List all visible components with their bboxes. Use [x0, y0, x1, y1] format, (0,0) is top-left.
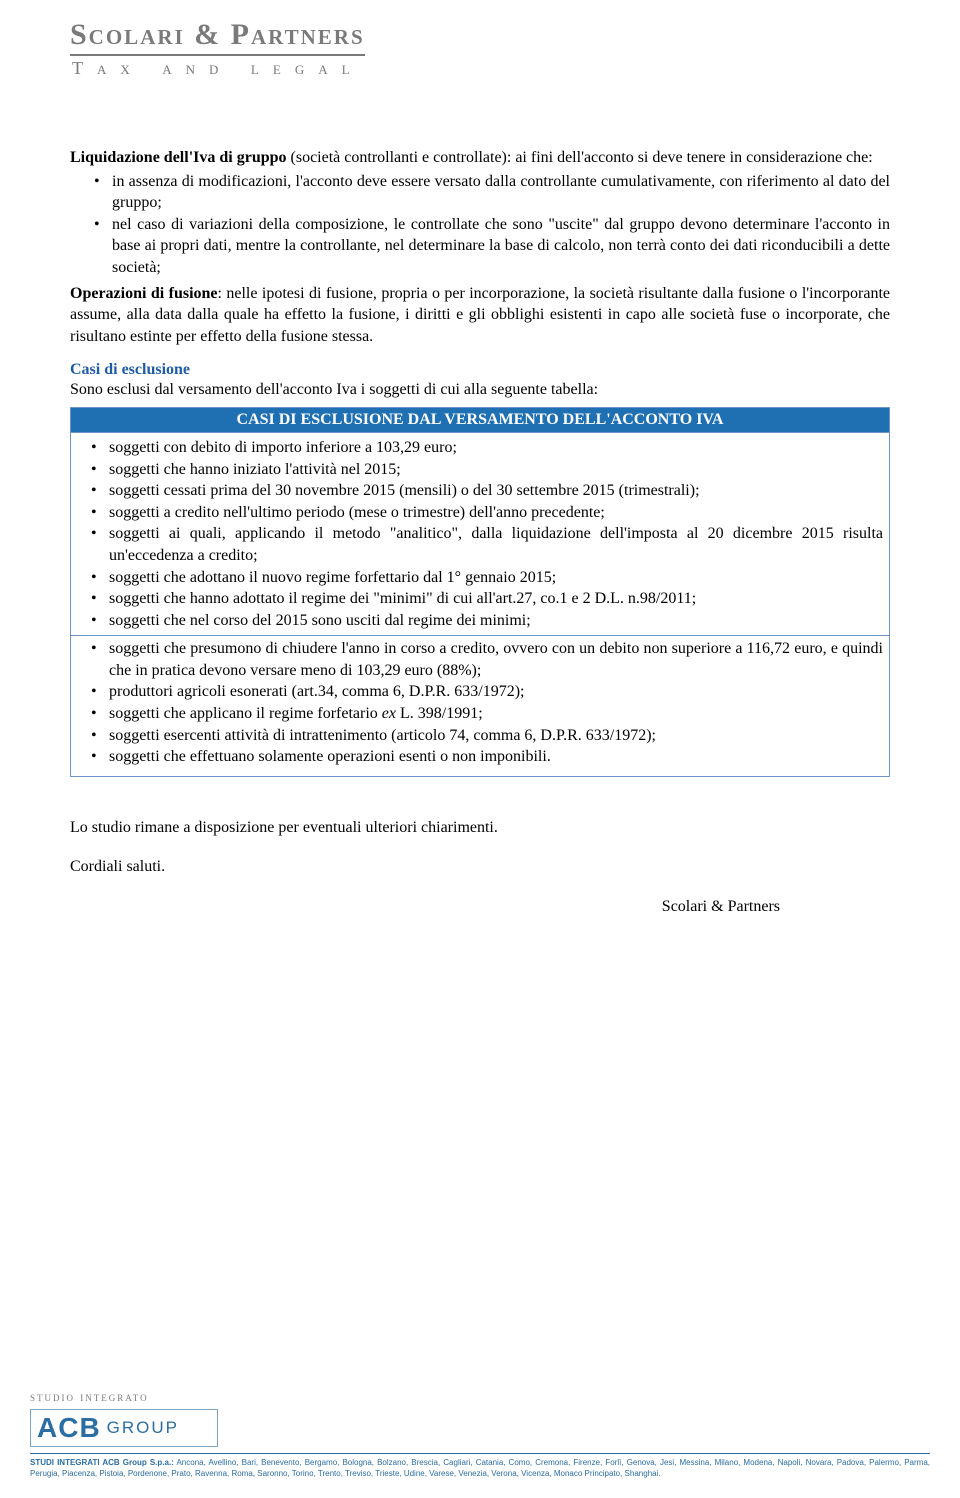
acb-logo-text: ACB — [37, 1412, 101, 1444]
operazioni-paragraph: Operazioni di fusione: nelle ipotesi di … — [70, 283, 890, 348]
footer: studio integrato ACB GROUP STUDI INTEGRA… — [30, 1389, 930, 1480]
list-item: soggetti esercenti attività di intratten… — [91, 725, 883, 747]
list-item: soggetti che adottano il nuovo regime fo… — [91, 567, 883, 589]
footer-lead: STUDI INTEGRATI ACB Group S.p.a.: — [30, 1458, 174, 1467]
list-item: produttori agricoli esonerati (art.34, c… — [91, 681, 883, 703]
closing-block: Lo studio rimane a disposizione per even… — [70, 817, 890, 878]
list-item: in assenza di modificazioni, l'acconto d… — [94, 171, 890, 214]
footer-divider — [30, 1453, 930, 1454]
table-body: soggetti con debito di importo inferiore… — [71, 433, 889, 776]
list-item: soggetti a credito nell'ultimo periodo (… — [91, 502, 883, 524]
document-body: Liquidazione dell'Iva di gruppo (società… — [70, 147, 890, 916]
footer-cities: STUDI INTEGRATI ACB Group S.p.a.: Ancona… — [30, 1458, 930, 1480]
acb-logo: ACB GROUP — [30, 1409, 218, 1447]
table-row-divider — [71, 635, 889, 636]
list-item: soggetti ai quali, applicando il metodo … — [91, 523, 883, 566]
text: L. 398/1991; — [396, 705, 483, 722]
text: soggetti che applicano il regime forfeta… — [109, 705, 382, 722]
acb-group-text: GROUP — [107, 1418, 179, 1438]
liquidazione-rest: (società controllanti e controllate): ai… — [287, 149, 873, 166]
table-bullets-group2: soggetti che presumono di chiudere l'ann… — [77, 638, 883, 768]
brand-subtitle: Tax and legal — [72, 58, 890, 79]
list-item: nel caso di variazioni della composizion… — [94, 214, 890, 279]
list-item: soggetti che applicano il regime forfeta… — [91, 703, 883, 725]
liquidazione-paragraph: Liquidazione dell'Iva di gruppo (società… — [70, 147, 890, 169]
liquidazione-lead: Liquidazione dell'Iva di gruppo — [70, 149, 287, 166]
list-item: soggetti che nel corso del 2015 sono usc… — [91, 610, 883, 632]
letterhead: Scolari & Partners Tax and legal — [70, 18, 890, 79]
closing-line-2: Cordiali saluti. — [70, 856, 890, 878]
exclusion-table: CASI DI ESCLUSIONE DAL VERSAMENTO DELL'A… — [70, 407, 890, 777]
list-item: soggetti che presumono di chiudere l'ann… — [91, 638, 883, 681]
brand-name: Scolari & Partners — [70, 18, 365, 56]
footer-studio-label: studio integrato — [30, 1389, 930, 1405]
operazioni-lead: Operazioni di fusione — [70, 285, 218, 302]
esclusione-heading: Casi di esclusione — [70, 361, 890, 379]
list-item: soggetti con debito di importo inferiore… — [91, 437, 883, 459]
liquidazione-bullets: in assenza di modificazioni, l'acconto d… — [70, 171, 890, 279]
closing-line-1: Lo studio rimane a disposizione per even… — [70, 817, 890, 839]
list-item: soggetti che hanno adottato il regime de… — [91, 588, 883, 610]
list-item: soggetti che effettuano solamente operaz… — [91, 746, 883, 768]
list-item: soggetti che hanno iniziato l'attività n… — [91, 459, 883, 481]
list-item: soggetti cessati prima del 30 novembre 2… — [91, 480, 883, 502]
italic-text: ex — [382, 705, 396, 722]
table-bullets-group1: soggetti con debito di importo inferiore… — [77, 437, 883, 631]
esclusione-intro: Sono esclusi dal versamento dell'acconto… — [70, 379, 890, 401]
table-header: CASI DI ESCLUSIONE DAL VERSAMENTO DELL'A… — [71, 408, 889, 433]
signature: Scolari & Partners — [70, 898, 890, 916]
